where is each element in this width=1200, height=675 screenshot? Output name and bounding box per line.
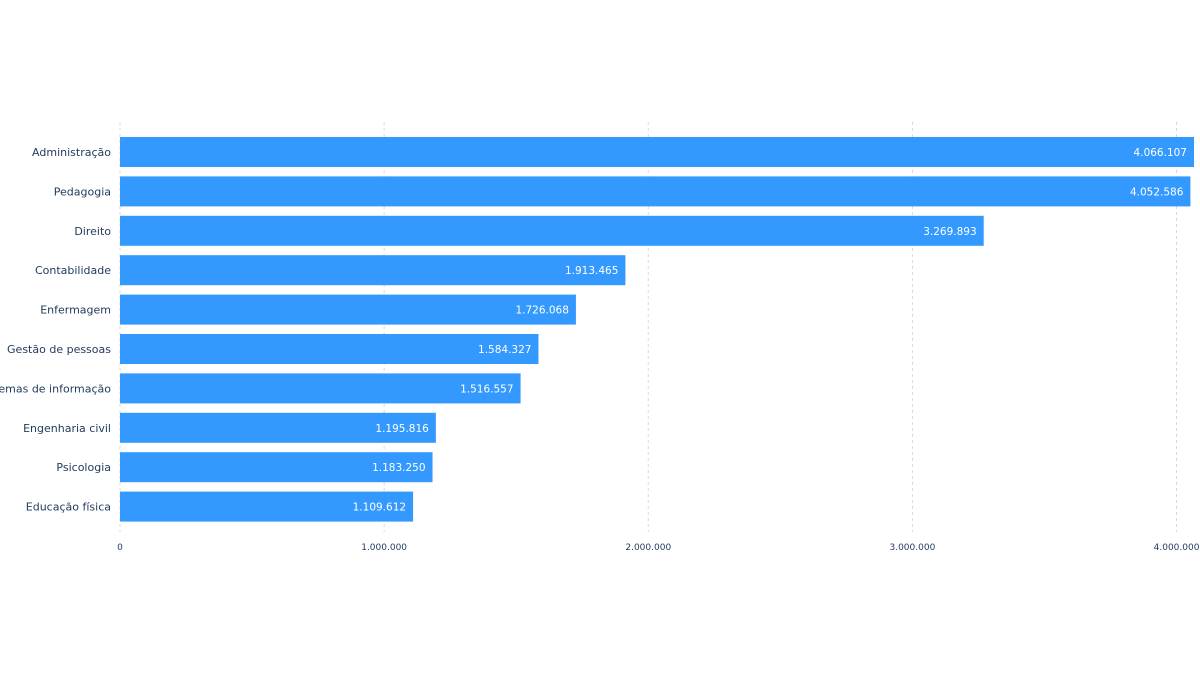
value-label: 1.584.327 xyxy=(478,344,531,356)
category-label: Pedagogia xyxy=(54,185,111,198)
bar xyxy=(120,412,436,443)
bar xyxy=(120,452,433,483)
category-label: Sistemas de informação xyxy=(0,382,111,395)
bars xyxy=(120,137,1194,522)
category-label: Direito xyxy=(74,225,111,238)
category-label: Psicologia xyxy=(56,461,111,474)
bar xyxy=(120,491,414,522)
value-label: 1.109.612 xyxy=(353,502,406,514)
bar xyxy=(120,255,626,286)
category-label: Administração xyxy=(32,146,111,159)
value-label: 1.183.250 xyxy=(372,462,425,474)
category-label: Engenharia civil xyxy=(23,422,111,435)
category-label: Educação física xyxy=(26,501,111,514)
value-label: 1.726.068 xyxy=(515,305,568,317)
value-labels: 4.066.107 4.052.586 3.269.893 1.913.465 1.72… xyxy=(353,147,1187,514)
bar xyxy=(120,215,984,246)
value-label: 1.516.557 xyxy=(460,383,513,395)
value-label: 4.052.586 xyxy=(1130,186,1184,198)
bar xyxy=(120,334,539,364)
x-tick-label: 4.000.000 xyxy=(1154,543,1200,553)
value-label: 1.195.816 xyxy=(375,423,429,435)
value-label: 3.269.893 xyxy=(923,226,976,238)
x-tick-label: 2.000.000 xyxy=(625,543,671,553)
bar xyxy=(120,176,1191,207)
category-label: Contabilidade xyxy=(35,264,111,277)
value-label: 4.066.107 xyxy=(1134,147,1187,159)
x-tick-label: 1.000.000 xyxy=(361,543,407,553)
bar xyxy=(120,294,576,325)
bar xyxy=(120,137,1194,167)
x-axis-tick-labels: 0 1.000.000 2.000.000 3.000.000 4.000.000 xyxy=(117,543,1200,553)
category-labels: Administração Pedagogia Direito Contabilida… xyxy=(0,146,111,514)
category-label: Gestão de pessoas xyxy=(7,343,111,356)
category-label: Enfermagem xyxy=(40,304,111,317)
x-tick-label: 3.000.000 xyxy=(889,543,935,553)
x-tick-label: 0 xyxy=(117,543,123,553)
bar xyxy=(120,373,521,404)
value-label: 1.913.465 xyxy=(565,265,618,277)
